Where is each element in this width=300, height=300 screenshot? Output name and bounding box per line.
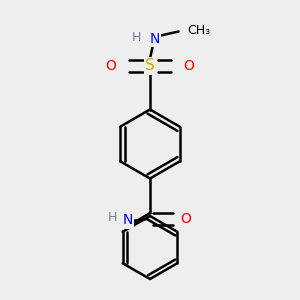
Text: H: H <box>108 211 117 224</box>
Text: S: S <box>145 58 155 74</box>
Text: CH₃: CH₃ <box>188 23 211 37</box>
Text: O: O <box>106 59 116 73</box>
Text: O: O <box>181 212 191 226</box>
Text: O: O <box>184 59 194 73</box>
Text: H: H <box>132 31 141 44</box>
Text: N: N <box>149 32 160 46</box>
Text: N: N <box>122 214 133 227</box>
